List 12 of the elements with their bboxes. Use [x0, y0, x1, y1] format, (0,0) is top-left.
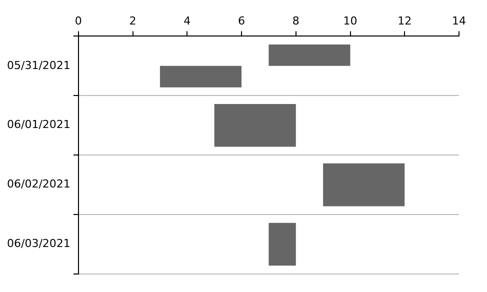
y-tick-label: 06/01/2021 [6, 118, 70, 132]
x-tick-label: 0 [74, 14, 82, 28]
x-tick-label: 2 [129, 14, 136, 28]
x-tick-label: 12 [398, 14, 412, 28]
y-tick-label: 06/03/2021 [6, 237, 70, 250]
x-tick-label: 8 [292, 14, 300, 28]
y-tick-label: 05/31/2021 [6, 58, 70, 72]
x-tick-label: 4 [184, 14, 191, 28]
x-tick-label: 10 [343, 14, 358, 28]
x-tick-label: 14 [452, 14, 466, 28]
y-tick-label: 06/02/2021 [6, 178, 70, 191]
x-tick-label: 6 [238, 14, 246, 28]
